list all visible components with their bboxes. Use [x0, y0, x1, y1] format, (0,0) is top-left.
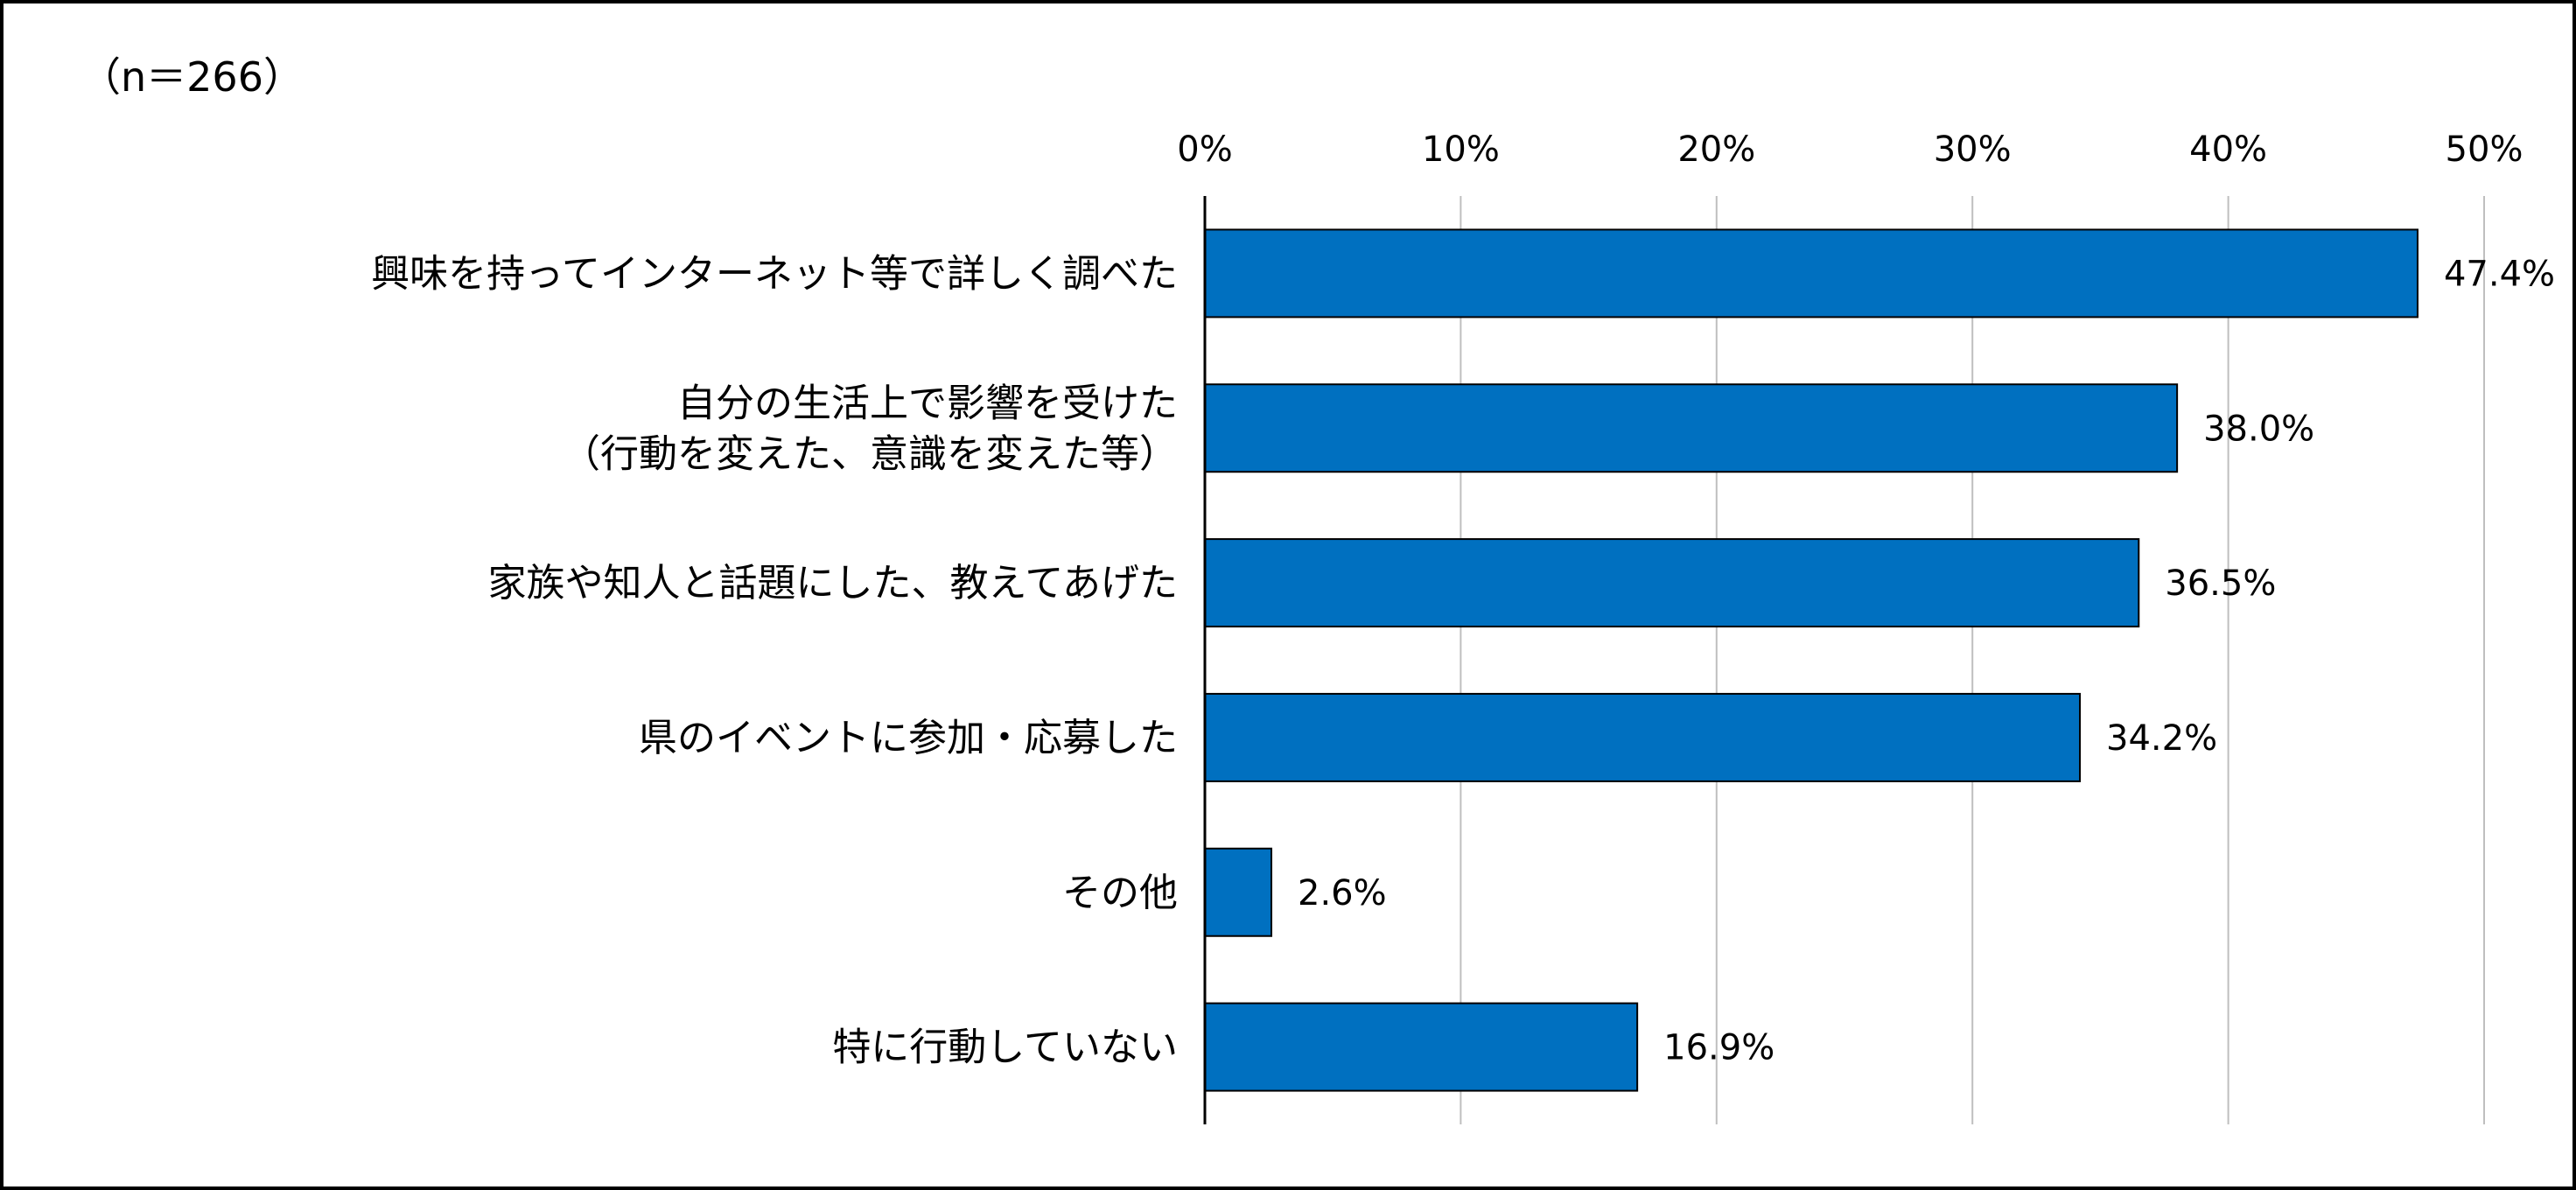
- bars: [1204, 228, 2418, 1092]
- bar: [1204, 847, 1273, 937]
- value-label: 38.0%: [2203, 409, 2314, 449]
- category-label: 自分の生活上で影響を受けた: [677, 381, 1178, 425]
- category-label: 特に行動していない: [832, 1026, 1178, 1070]
- bar: [1204, 1002, 1639, 1092]
- bar: [1204, 383, 2179, 473]
- category-label: 県のイベントに参加・応募した: [639, 716, 1178, 760]
- gridlines: [1460, 196, 2485, 1124]
- value-label: 36.5%: [2165, 564, 2276, 604]
- x-tick-label: 20%: [1677, 130, 1755, 170]
- value-labels: 47.4% 38.0% 36.5% 34.2% 2.6% 16.9%: [1298, 254, 2555, 1068]
- category-label: その他: [1062, 871, 1178, 915]
- x-tick-label: 50%: [2446, 130, 2524, 170]
- value-label: 16.9%: [1663, 1028, 1774, 1068]
- x-tick-labels: 0% 10% 20% 30% 40% 50%: [1177, 130, 2523, 170]
- bar: [1204, 692, 2082, 782]
- sample-size-note: （n＝266）: [80, 53, 304, 101]
- x-tick-label: 30%: [1934, 130, 2012, 170]
- value-label: 2.6%: [1298, 873, 1387, 914]
- x-tick-label: 40%: [2189, 130, 2267, 170]
- bar: [1204, 538, 2140, 628]
- x-tick-label: 10%: [1422, 130, 1500, 170]
- value-label: 47.4%: [2444, 254, 2555, 294]
- category-label: （行動を変えた、意識を変えた等）: [562, 431, 1178, 476]
- x-tick-label: 0%: [1177, 130, 1232, 170]
- bar: [1204, 228, 2418, 318]
- category-label: 家族や知人と話題にした、教えてあげた: [488, 561, 1178, 606]
- category-label: 興味を持ってインターネット等で詳しく調べた: [371, 251, 1178, 296]
- value-label: 34.2%: [2106, 718, 2217, 759]
- bar-chart: 0% 10% 20% 30% 40% 50% 興味を持ってインターネット等で詳しく調べた自…: [371, 130, 2555, 1124]
